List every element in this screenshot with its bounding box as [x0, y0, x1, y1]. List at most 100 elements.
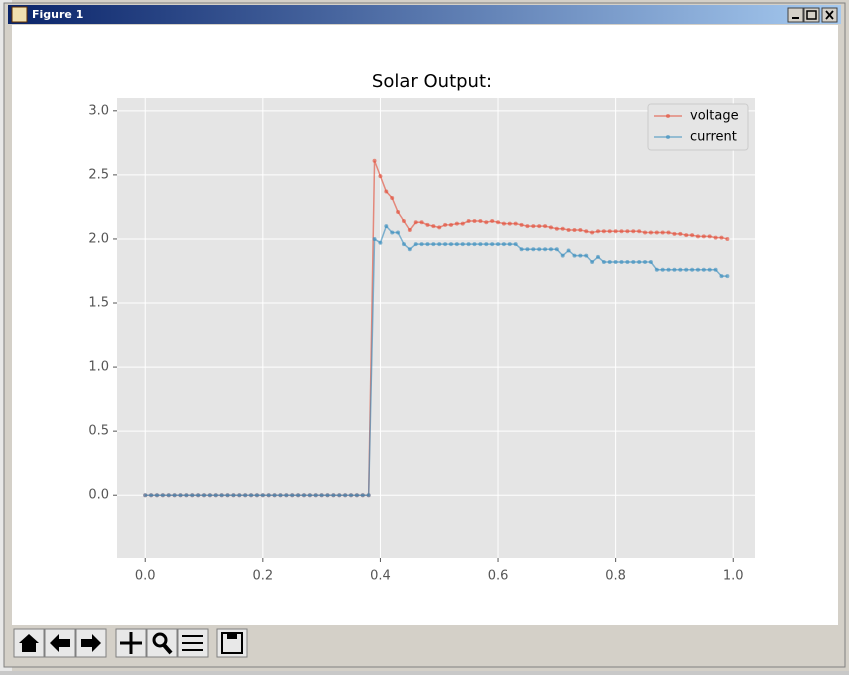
- x-tick-label: 0.2: [252, 569, 273, 584]
- point: [507, 221, 512, 226]
- point: [648, 260, 653, 265]
- point: [713, 235, 718, 240]
- point: [496, 220, 501, 225]
- point: [472, 219, 477, 224]
- point: [543, 247, 548, 252]
- x-tick-label: 0.0: [135, 569, 156, 584]
- point: [372, 158, 377, 163]
- icon: [825, 10, 834, 20]
- point: [519, 247, 524, 252]
- icon: [120, 632, 142, 654]
- point: [431, 242, 436, 247]
- toolbar-buttons[interactable]: [13, 628, 248, 658]
- point: [425, 242, 430, 247]
- plot-area: [117, 98, 755, 558]
- icon: [152, 632, 168, 648]
- point: [513, 242, 518, 247]
- legend-label: voltage: [690, 109, 739, 124]
- point: [537, 224, 542, 229]
- point: [178, 493, 183, 498]
- point: [313, 493, 318, 498]
- point: [525, 247, 530, 252]
- point: [678, 231, 683, 236]
- point: [701, 234, 706, 239]
- point: [725, 236, 730, 241]
- point: [472, 242, 477, 247]
- point: [548, 225, 553, 230]
- window-icon: [11, 6, 28, 23]
- point: [337, 493, 342, 498]
- point: [560, 226, 565, 231]
- point: [643, 230, 648, 235]
- y-tick-label: 2.0: [88, 231, 109, 246]
- window-buttons[interactable]: [787, 7, 838, 23]
- point: [613, 260, 618, 265]
- point: [719, 274, 724, 279]
- point: [560, 253, 565, 258]
- series-line: [145, 224, 728, 496]
- point: [484, 242, 489, 247]
- point: [213, 493, 218, 498]
- point: [160, 493, 165, 498]
- point: [625, 260, 630, 265]
- point: [413, 220, 418, 225]
- point: [378, 174, 383, 179]
- point: [443, 222, 448, 227]
- point: [272, 493, 277, 498]
- point: [207, 493, 212, 498]
- point: [590, 230, 595, 235]
- point: [631, 229, 636, 234]
- point: [643, 260, 648, 265]
- point: [654, 230, 659, 235]
- icon: [182, 635, 203, 651]
- point: [202, 493, 207, 498]
- point: [590, 260, 595, 265]
- x-tick-label: 0.6: [488, 569, 509, 584]
- point: [507, 242, 512, 247]
- point: [454, 242, 459, 247]
- y-tick-label: 1.0: [88, 360, 109, 375]
- point: [572, 227, 577, 232]
- point: [401, 242, 406, 247]
- point: [654, 267, 659, 272]
- point: [325, 493, 330, 498]
- y-tick-label: 0.5: [88, 424, 109, 439]
- point: [684, 233, 689, 238]
- point: [684, 267, 689, 272]
- point: [448, 242, 453, 247]
- point: [637, 260, 642, 265]
- point: [601, 260, 606, 265]
- point: [701, 267, 706, 272]
- point: [354, 493, 359, 498]
- point: [360, 493, 365, 498]
- point: [166, 493, 171, 498]
- point: [307, 493, 312, 498]
- point: [554, 226, 559, 231]
- point: [254, 493, 259, 498]
- y-tick-label: 0.0: [88, 488, 109, 503]
- point: [595, 229, 600, 234]
- point: [548, 247, 553, 252]
- point: [619, 229, 624, 234]
- point: [707, 234, 712, 239]
- point: [237, 493, 242, 498]
- minimize-button[interactable]: [787, 7, 804, 23]
- point: [349, 493, 354, 498]
- chart-title: Solar Output:: [372, 71, 492, 92]
- point: [484, 220, 489, 225]
- point: [607, 260, 612, 265]
- legend: voltage current: [647, 103, 749, 151]
- point: [249, 493, 254, 498]
- point: [525, 224, 530, 229]
- point: [296, 493, 301, 498]
- point: [290, 493, 295, 498]
- point: [378, 240, 383, 245]
- point: [725, 274, 730, 279]
- point: [537, 247, 542, 252]
- point: [648, 230, 653, 235]
- point: [631, 260, 636, 265]
- point: [343, 493, 348, 498]
- window-title: Figure 1: [32, 8, 83, 21]
